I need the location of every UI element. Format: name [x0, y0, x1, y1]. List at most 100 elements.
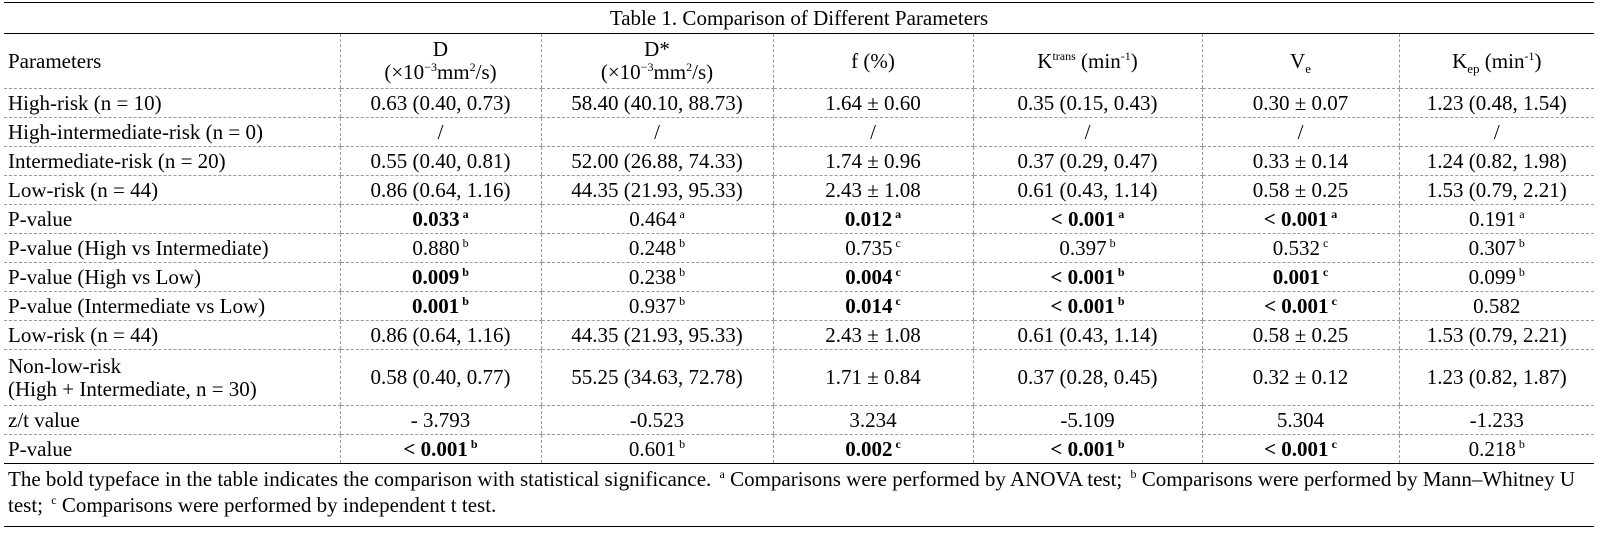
table-row: High-intermediate-risk (n = 0) / / / / / /	[4, 117, 1595, 147]
table-cell: < 0.001 c	[1201, 291, 1399, 321]
cell-value: < 0.001	[1264, 293, 1329, 318]
cell-value: -0.523	[629, 407, 685, 432]
table-cell: 58.40 (40.10, 88.73)	[540, 88, 773, 118]
cell-value: 0.582	[1473, 293, 1521, 318]
table-cell: 0.33 ± 0.14	[1201, 146, 1399, 176]
table-cell: 1.53 (0.79, 2.21)	[1398, 175, 1595, 205]
table-cell: 0.37 (0.29, 0.47)	[972, 146, 1202, 176]
table-cell: 0.218 b	[1398, 434, 1595, 464]
table-cell: 0.033 a	[339, 204, 541, 234]
significance-test-marker: c	[1322, 264, 1329, 279]
cell-value: 0.30 ± 0.07	[1252, 90, 1349, 115]
cell-value: 0.307	[1468, 235, 1516, 260]
table-cell: 0.004 c	[772, 262, 973, 292]
table-row: P-value (High vs Low) 0.009 b 0.238 b 0.004 c <…	[4, 262, 1595, 292]
table-cell: < 0.001 b	[972, 291, 1202, 321]
table-row: High-risk (n = 10) 0.63 (0.40, 0.73) 58.40…	[4, 88, 1595, 118]
cell-value: 0.58 ± 0.25	[1252, 177, 1349, 202]
table-cell: 0.009 b	[339, 262, 541, 292]
row-label: P-value	[4, 204, 340, 234]
cell-value: 44.35 (21.93, 95.33)	[571, 322, 743, 347]
table-caption: Table 1. Comparison of Different Paramet…	[4, 2, 1595, 34]
table-cell: 2.43 ± 1.08	[772, 175, 973, 205]
significance-test-marker: b	[462, 264, 469, 279]
table-footnote: The bold typeface in the table indicates…	[4, 463, 1595, 527]
significance-test-marker: c	[895, 264, 901, 279]
table-row: P-value (Intermediate vs Low) 0.001 b 0.937…	[4, 291, 1595, 321]
cell-value: - 3.793	[410, 407, 471, 432]
cell-value: /	[870, 119, 876, 144]
cell-value: 44.35 (21.93, 95.33)	[571, 177, 743, 202]
table-cell: /	[772, 117, 973, 147]
cell-value: 5.304	[1276, 407, 1325, 432]
table-cell: 0.001 b	[339, 291, 541, 321]
row-label: P-value	[4, 434, 340, 464]
row-label: P-value (High vs Intermediate)	[4, 233, 340, 263]
table-cell: 0.307 b	[1398, 233, 1595, 263]
cell-value: 1.53 (0.79, 2.21)	[1426, 322, 1567, 347]
significance-test-marker: b	[1518, 235, 1525, 250]
table-cell: 1.71 ± 0.84	[772, 349, 973, 406]
header-f: f (%)	[772, 33, 973, 89]
cell-value: 1.23 (0.48, 1.54)	[1426, 90, 1567, 115]
table-cell: 0.464 a	[540, 204, 773, 234]
significance-test-marker: a	[462, 206, 469, 221]
table-cell: /	[540, 117, 773, 147]
significance-test-marker: b	[1518, 436, 1525, 451]
table-cell: 0.582	[1398, 291, 1595, 321]
cell-value: 2.43 ± 1.08	[825, 177, 921, 202]
cell-value: /	[1084, 119, 1091, 144]
table-cell: 2.43 ± 1.08	[772, 320, 973, 350]
header-ve: Ve	[1201, 33, 1399, 89]
cell-value: /	[437, 119, 444, 144]
table-cell: 0.014 c	[772, 291, 973, 321]
cell-value: 0.014	[845, 293, 893, 318]
significance-test-marker: c	[895, 436, 901, 451]
table-cell: 0.601 b	[540, 434, 773, 464]
cell-value: 1.23 (0.82, 1.87)	[1426, 365, 1567, 390]
table-cell: -5.109	[972, 405, 1202, 435]
table-cell: 1.23 (0.48, 1.54)	[1398, 88, 1595, 118]
cell-value: 55.25 (34.63, 72.78)	[571, 365, 743, 390]
cell-value: 0.004	[845, 264, 893, 289]
table-cell: 5.304	[1201, 405, 1399, 435]
header-parameters: Parameters	[4, 33, 340, 89]
row-label: Intermediate-risk (n = 20)	[4, 146, 340, 176]
cell-value: 0.33 ± 0.14	[1252, 148, 1349, 173]
significance-test-marker: b	[470, 436, 478, 451]
table-body: High-risk (n = 10) 0.63 (0.40, 0.73) 58.40…	[4, 88, 1595, 464]
cell-value: 0.86 (0.64, 1.16)	[370, 322, 511, 347]
cell-value: < 0.001	[1050, 436, 1115, 461]
cell-value: 0.32 ± 0.12	[1252, 365, 1349, 390]
table-cell: 1.23 (0.82, 1.87)	[1398, 349, 1595, 406]
table-cell: 0.58 ± 0.25	[1201, 320, 1399, 350]
table-cell: 0.248 b	[540, 233, 773, 263]
significance-test-marker: b	[679, 436, 686, 451]
cell-value: 0.601	[628, 436, 677, 461]
significance-test-marker: a	[1331, 206, 1338, 221]
cell-value: 0.464	[629, 206, 677, 231]
table-cell: 0.012 a	[772, 204, 973, 234]
table-cell: < 0.001 b	[972, 262, 1202, 292]
cell-value: 1.53 (0.79, 2.21)	[1426, 177, 1567, 202]
header-dstar: D* (×10−3mm2/s)	[540, 33, 773, 89]
cell-value: 0.35 (0.15, 0.43)	[1017, 90, 1158, 115]
significance-test-marker: b	[462, 235, 469, 250]
row-label: Non-low-risk (High + Intermediate, n = 30…	[4, 349, 340, 406]
table-cell: 0.61 (0.43, 1.14)	[972, 175, 1202, 205]
table-cell: 0.58 (0.40, 0.77)	[339, 349, 541, 406]
table-cell: 0.32 ± 0.12	[1201, 349, 1399, 406]
table-row: P-value 0.033 a 0.464 a 0.012 a < 0.001 a < 0.001…	[4, 204, 1595, 234]
significance-test-marker: c	[895, 293, 901, 308]
cell-value: /	[1493, 119, 1500, 144]
table-row: Non-low-risk (High + Intermediate, n = 30…	[4, 349, 1595, 406]
table-cell: 52.00 (26.88, 74.33)	[540, 146, 773, 176]
row-label: P-value (Intermediate vs Low)	[4, 291, 340, 321]
table-cell: 0.099 b	[1398, 262, 1595, 292]
row-label: z/t value	[4, 405, 340, 435]
significance-test-marker: c	[1331, 436, 1337, 451]
row-label: P-value (High vs Low)	[4, 262, 340, 292]
cell-value: < 0.001	[1050, 206, 1116, 231]
significance-test-marker: b	[1117, 264, 1125, 279]
significance-test-marker: c	[895, 235, 901, 250]
